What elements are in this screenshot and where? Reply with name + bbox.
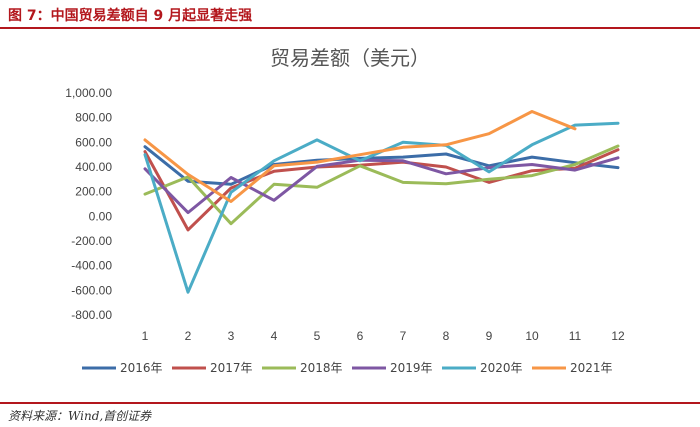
legend-label-5: 2021年: [570, 361, 613, 375]
figure-header: 图 7：中国贸易差额自 9 月起显著走强: [0, 0, 700, 30]
series-line-2: [143, 144, 620, 226]
x-tick-label: 7: [400, 329, 407, 343]
y-tick-label: 1,000.00: [65, 86, 112, 100]
trade-balance-chart: 贸易差额（美元） -800.00 -600.00 -400.00 -200.00 0.00…: [65, 46, 625, 375]
x-tick-label: 8: [443, 329, 450, 343]
y-tick-label: 600.00: [75, 135, 112, 149]
x-tick-label: 4: [271, 329, 278, 343]
footer-rule: [0, 402, 700, 404]
x-tick-label: 10: [525, 329, 539, 343]
legend-label-2: 2018年: [300, 361, 343, 375]
series-line-1: [143, 148, 620, 232]
x-tick-label: 1: [142, 329, 149, 343]
x-tick-label: 11: [569, 329, 582, 343]
header-rule: [0, 27, 700, 29]
x-tick-label: 9: [486, 329, 493, 343]
y-tick-label: 400.00: [75, 160, 112, 174]
y-tick-label: 0.00: [89, 209, 113, 223]
y-tick-label: -400.00: [71, 259, 112, 273]
legend-label-0: 2016年: [120, 361, 163, 375]
figure-title: 图 7：中国贸易差额自 9 月起显著走强: [8, 8, 253, 24]
legend-label-3: 2019年: [390, 361, 433, 375]
x-tick-label: 3: [228, 329, 235, 343]
series-line-5: [143, 110, 577, 203]
legend-label-1: 2017年: [210, 361, 253, 375]
series-line-3: [143, 156, 620, 215]
x-tick-label: 2: [185, 329, 192, 343]
x-tick-label: 6: [357, 329, 364, 343]
y-tick-label: -600.00: [71, 283, 112, 297]
legend-label-4: 2020年: [480, 361, 523, 375]
figure-source: 资料来源：Wind,首创证券: [8, 409, 152, 423]
x-tick-label: 5: [314, 329, 321, 343]
x-tick-label: 12: [611, 329, 625, 343]
chart-title: 贸易差额（美元）: [270, 46, 430, 70]
y-tick-label: -200.00: [71, 234, 112, 248]
y-tick-label: -800.00: [71, 308, 112, 322]
y-tick-label: 200.00: [75, 185, 112, 199]
y-tick-label: 800.00: [75, 111, 112, 125]
